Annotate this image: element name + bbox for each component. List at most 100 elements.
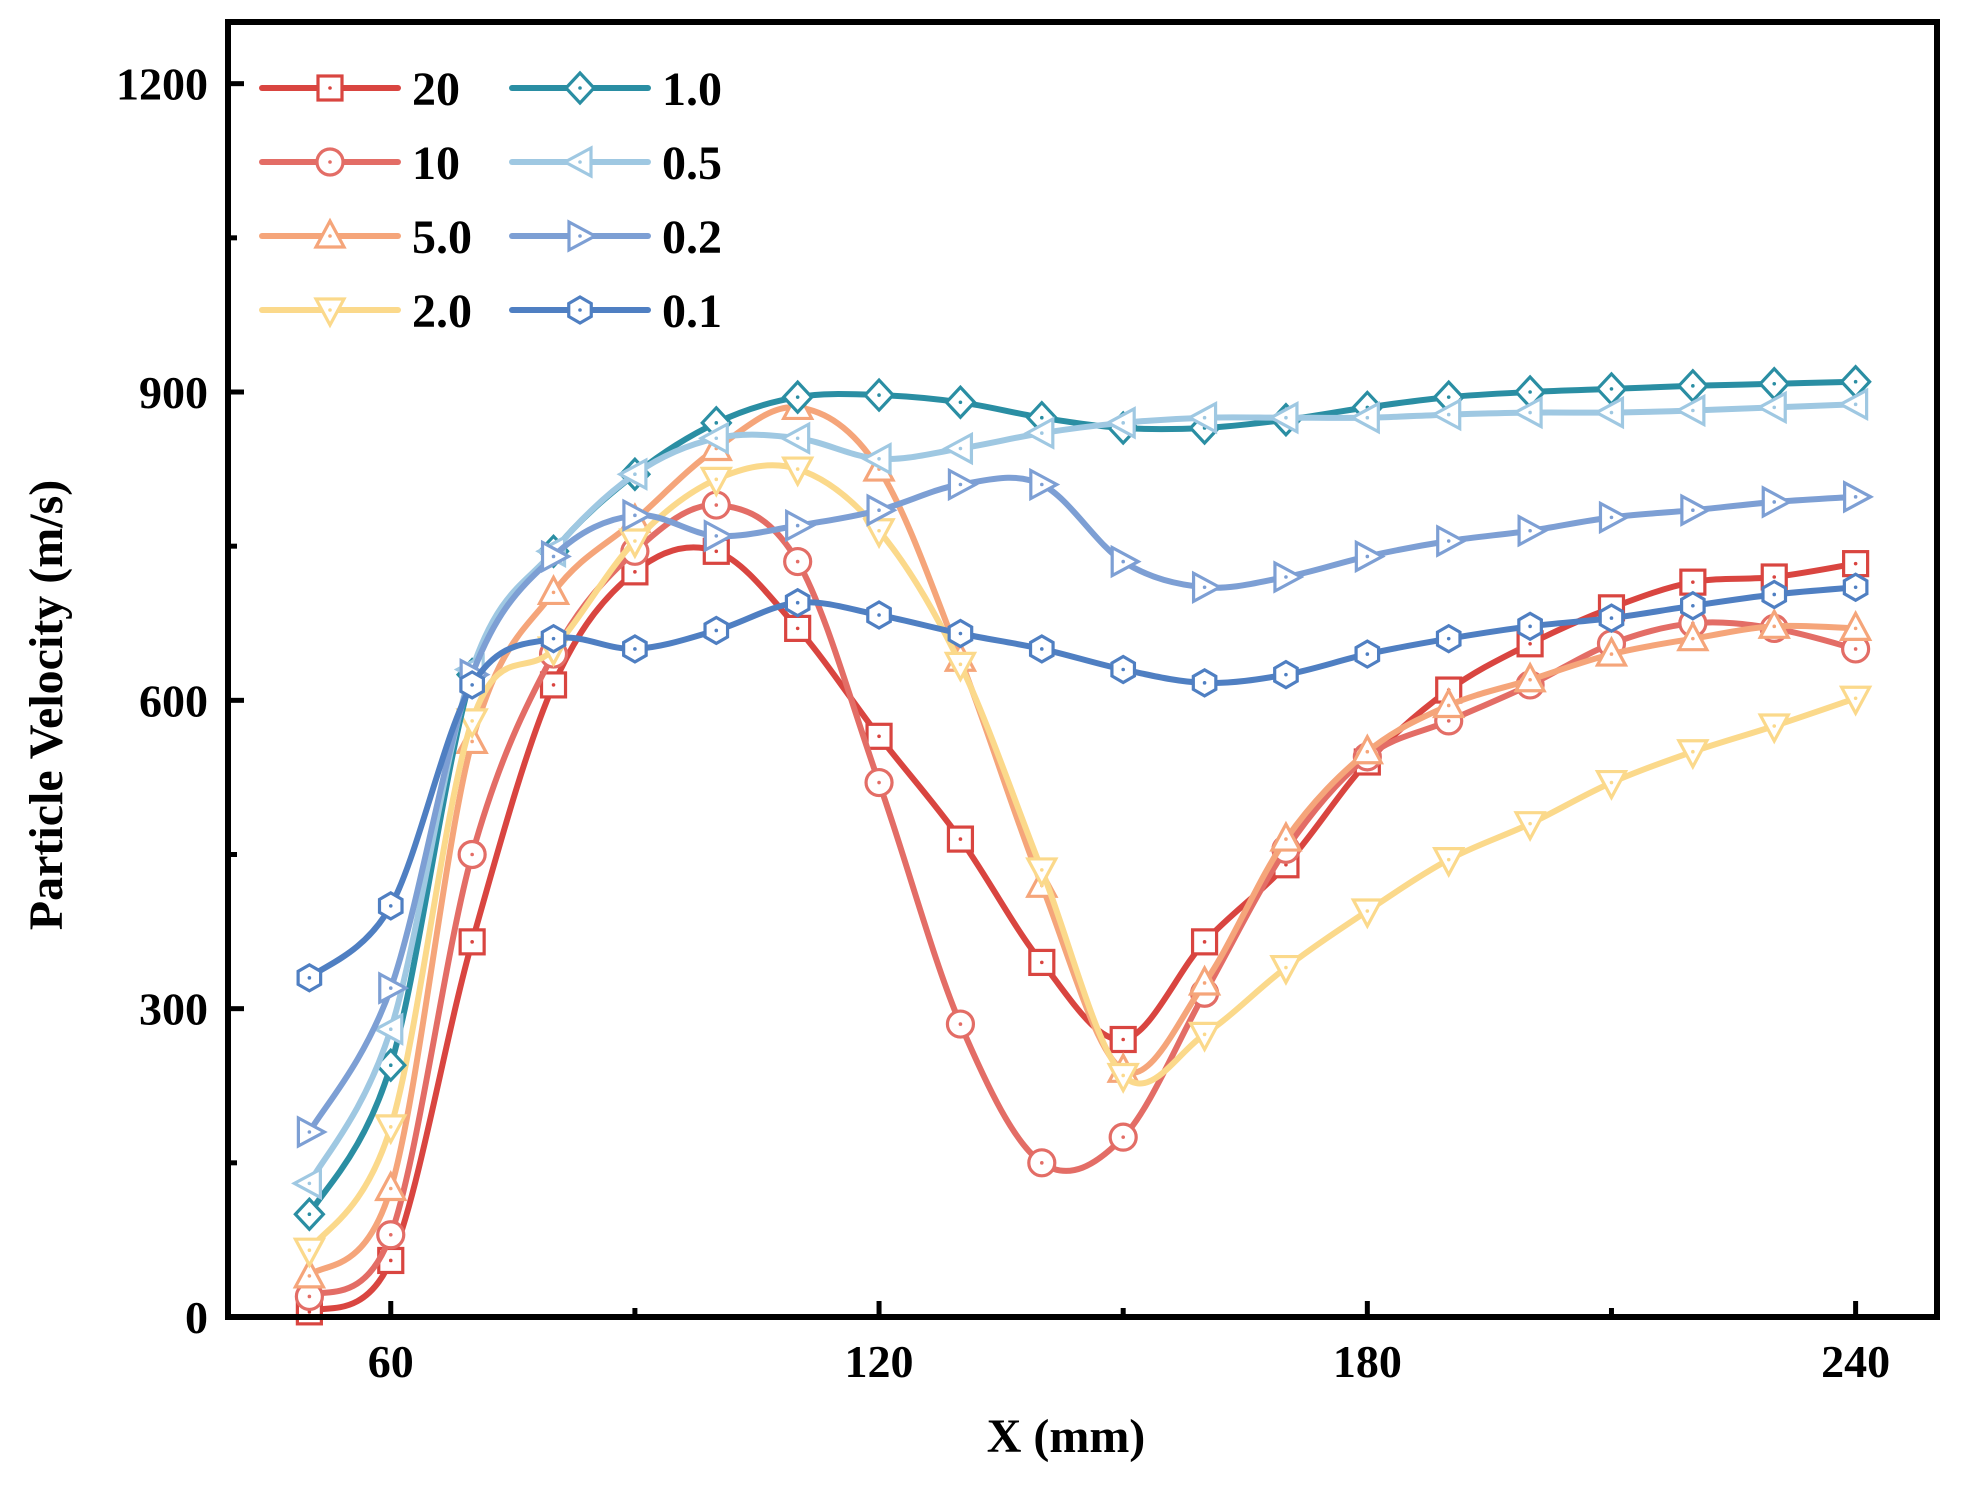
- series-0.2-point-240-center-dot: [1853, 495, 1858, 499]
- series-5.0-point-180: [1350, 733, 1385, 765]
- series-2.0-point-220: [1676, 739, 1710, 771]
- series-10-point-110-center-dot: [795, 559, 800, 564]
- legend-item-5.0: 5.0: [259, 211, 472, 264]
- legend-marker-2.0-center-dot: [328, 308, 332, 312]
- series-0.2-point-200-center-dot: [1528, 528, 1532, 533]
- legend-label-20: 20: [412, 63, 460, 116]
- legend-marker-1.0-center-dot: [578, 86, 582, 90]
- series-20-point-140-center-dot: [1040, 960, 1044, 965]
- series-20-point-90-center-dot: [633, 570, 637, 574]
- series-1.0-line: [306, 378, 1859, 1218]
- series-0.1-point-80-center-dot: [551, 636, 556, 641]
- series-0.5-point-170-center-dot: [1284, 415, 1288, 420]
- series-20-point-150-center-dot: [1121, 1037, 1125, 1042]
- series-0.5-point-60-center-dot: [388, 1027, 393, 1032]
- series-0.1-point-180-center-dot: [1365, 652, 1370, 656]
- series-0.5-point-50: [291, 1166, 322, 1201]
- series-20-point-60-center-dot: [388, 1258, 393, 1263]
- series-20-point-220-center-dot: [1691, 580, 1695, 584]
- series-10-point-50-center-dot: [307, 1294, 312, 1299]
- series-0.1-point-200-center-dot: [1528, 624, 1532, 629]
- series-0.2-point-170: [1273, 560, 1305, 594]
- legend-item-2.0: 2.0: [259, 285, 472, 338]
- series-0.5-point-160: [1186, 401, 1218, 435]
- series-2.0-point-50: [292, 1237, 327, 1269]
- y-axis-label: Particle Velocity (m/s): [20, 480, 73, 931]
- series-2.0-point-60: [374, 1114, 408, 1146]
- legend-marker-2.0: [313, 297, 347, 329]
- series-0.2-point-50-center-dot: [307, 1130, 312, 1134]
- series-0.2-point-220: [1680, 493, 1712, 527]
- series-5.0-point-80: [536, 574, 571, 606]
- legend-item-20: 20: [259, 63, 460, 116]
- series-20-point-130-center-dot: [958, 837, 963, 841]
- series-0.1-point-150-center-dot: [1121, 667, 1125, 672]
- series-1.0-group: [293, 364, 1872, 1232]
- y-tick-label: 900: [139, 367, 208, 418]
- plot-area: [291, 364, 1874, 1326]
- series-5.0-point-210: [1594, 635, 1629, 667]
- series-5.0-point-190: [1432, 687, 1466, 719]
- series-0.5-point-60: [372, 1012, 404, 1046]
- series-10-point-130-center-dot: [958, 1022, 963, 1026]
- series-0.1-point-100-center-dot: [714, 628, 719, 633]
- series-0.5-point-230-center-dot: [1772, 405, 1777, 410]
- axes: 60 120 180 240 0 300 600 900 1200: [116, 19, 1940, 1387]
- series-1.0-point-100-center-dot: [714, 421, 719, 425]
- series-0.2-point-130-center-dot: [958, 482, 963, 487]
- legend-item-0.1: 0.1: [509, 285, 722, 338]
- series-0.5-point-200: [1511, 395, 1543, 430]
- series-5.0-point-50-center-dot: [307, 1274, 312, 1278]
- series-2.0-point-240-center-dot: [1853, 696, 1858, 701]
- series-0.1-point-190-center-dot: [1446, 636, 1451, 641]
- series-0.2-point-110: [785, 508, 817, 543]
- series-5.0-point-160-center-dot: [1202, 981, 1207, 985]
- series-5.0-point-210-center-dot: [1609, 652, 1614, 656]
- series-0.5-point-220-center-dot: [1691, 408, 1695, 413]
- legend-item-0.2: 0.2: [509, 211, 722, 264]
- series-5.0-point-60-center-dot: [388, 1186, 393, 1191]
- series-5.0-point-80-center-dot: [551, 590, 556, 595]
- series-5.0-point-170: [1269, 820, 1303, 852]
- series-1.0-point-190-center-dot: [1446, 395, 1451, 399]
- series-0.1-point-230-center-dot: [1772, 592, 1777, 597]
- series-5.0-point-160: [1187, 964, 1222, 996]
- series-0.2-point-60: [378, 971, 410, 1005]
- series-0.2-point-210-center-dot: [1609, 515, 1614, 520]
- series-0.5-point-100: [697, 421, 729, 455]
- series-2.0-point-160: [1187, 1021, 1222, 1053]
- series-20-point-80-center-dot: [551, 683, 556, 687]
- legend-label-0.1: 0.1: [662, 285, 722, 338]
- series-2.0-point-120-center-dot: [877, 528, 881, 533]
- series-2.0-point-100: [699, 466, 733, 498]
- series-0.5-point-130-center-dot: [958, 446, 963, 451]
- series-2.0-point-240: [1838, 685, 1873, 717]
- series-0.2-point-160: [1191, 570, 1223, 604]
- series-5.0-point-180-center-dot: [1365, 749, 1370, 754]
- series-2.0-point-210: [1594, 769, 1629, 801]
- series-20-line: [306, 544, 1859, 1315]
- series-0.5-point-220: [1674, 393, 1706, 428]
- series-0.5-point-150: [1104, 406, 1136, 440]
- legend-marker-0.2-center-dot: [578, 234, 582, 238]
- series-0.5-point-210: [1593, 395, 1625, 430]
- series-2.0-point-170-center-dot: [1284, 965, 1288, 970]
- series-0.5-point-140: [1023, 416, 1055, 450]
- plot-frame: [225, 19, 1940, 1320]
- series-0.2-point-100-center-dot: [714, 534, 719, 538]
- series-0.5-point-180: [1348, 401, 1380, 435]
- series-0.2-point-80-center-dot: [551, 554, 556, 559]
- series-5.0-point-200: [1513, 661, 1547, 693]
- series-0.2-point-120-center-dot: [877, 508, 881, 512]
- series-0.2-point-100: [703, 519, 735, 553]
- series-0.2-point-230: [1761, 485, 1793, 519]
- series-0.5-point-110: [779, 421, 811, 455]
- series-0.1-point-110-center-dot: [795, 600, 800, 605]
- x-axis-label: X (mm): [987, 1410, 1146, 1463]
- series-2.0-line: [306, 462, 1859, 1254]
- legend-marker-0.5-center-dot: [578, 160, 582, 164]
- legend-marker-10-center-dot: [328, 160, 332, 164]
- series-0.2-point-150-center-dot: [1121, 559, 1125, 564]
- series-0.2-point-110-center-dot: [795, 523, 800, 528]
- series-10-point-240-center-dot: [1853, 647, 1858, 651]
